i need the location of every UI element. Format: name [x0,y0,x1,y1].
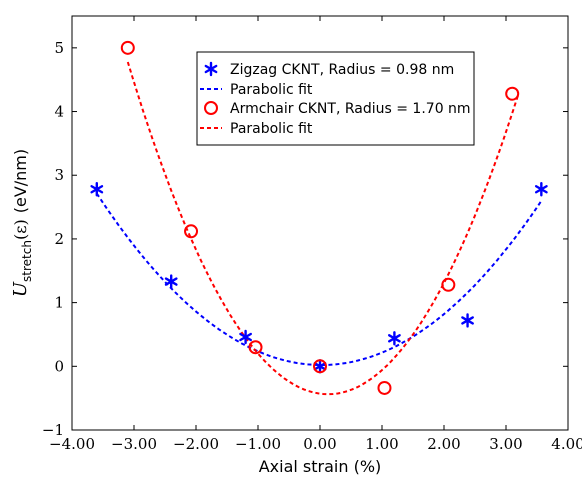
legend: Zigzag CKNT, Radius = 0.98 nm Parabolic … [196,51,475,146]
zigzag-data-point [239,329,252,345]
legend-entry-armchair: Armchair CKNT, Radius = 1.70 nm [204,101,471,117]
legend-entry-zigzag: Zigzag CKNT, Radius = 0.98 nm [204,61,454,78]
y-tick-label: 2 [54,230,64,248]
zigzag-data-point [388,331,401,346]
y-axis-title-main: U [10,281,31,297]
y-tick-label: 5 [54,39,64,57]
armchair-data-point [313,359,327,374]
y-axis-title: Ustretch(ε) (eV/nm) [10,149,34,297]
legend-asterisk-marker [204,61,218,77]
y-tick-label: 1 [54,294,64,312]
y-tick-label: −1 [42,421,64,439]
x-tick-label: 0.00 [303,435,336,453]
zigzag-data-point [90,182,104,197]
x-tick-label: 2.00 [427,435,460,453]
x-tick-label: −1.00 [235,435,281,453]
parabolic-fit-line [126,61,520,396]
series-layer [90,40,548,396]
y-tick-label: 4 [54,103,64,121]
x-tick-label: −2.00 [173,435,219,453]
y-axis-title-unit: (eV/nm) [11,149,30,213]
x-tick-label: 4.00 [551,435,582,453]
legend-circle-marker [204,101,218,115]
legend-label-zigzag-fit: Parabolic fit [230,82,313,98]
zigzag-data-point [164,274,178,289]
legend-entry-zigzag-fit: Parabolic fit [200,82,313,98]
y-axis-title-subscript: stretch [20,240,34,282]
parabolic-fit-line [95,192,543,366]
armchair-data-point [505,86,520,101]
y-axis-title-arg: (ε) [11,219,30,240]
armchair-data-point [184,224,199,239]
y-axis-ticks: −1 0 1 2 3 4 5 [42,39,568,439]
zigzag-data-point [461,313,474,328]
x-tick-label: 1.00 [365,435,398,453]
armchair-data-point [248,340,263,355]
armchair-data-point [441,277,456,292]
plot-area: −4.00 −3.00 −2.00 −1.00 0.00 1.00 2.00 3.00 4.00… [42,15,582,453]
zigzag-data-point [313,359,327,374]
y-tick-label: 3 [54,166,64,184]
x-tick-label: −4.00 [49,435,95,453]
legend-label-armchair-fit: Parabolic fit [230,121,313,137]
x-axis-title: Axial strain (%) [259,457,382,476]
x-tick-label: 3.00 [489,435,522,453]
legend-asterisk-glyph [204,61,218,77]
legend-label-zigzag: Zigzag CKNT, Radius = 0.98 nm [230,62,454,78]
y-tick-label: 0 [54,357,64,375]
zigzag-data-point [534,182,548,197]
legend-entry-armchair-fit: Parabolic fit [200,121,313,137]
x-tick-label: −3.00 [111,435,157,453]
legend-circle-glyph [204,101,218,115]
armchair-data-point [377,380,392,395]
armchair-data-point [120,40,135,55]
legend-box [196,51,475,146]
x-axis-ticks: −4.00 −3.00 −2.00 −1.00 0.00 1.00 2.00 3.00 4.00 [49,16,582,453]
legend-label-armchair: Armchair CKNT, Radius = 1.70 nm [230,101,471,117]
